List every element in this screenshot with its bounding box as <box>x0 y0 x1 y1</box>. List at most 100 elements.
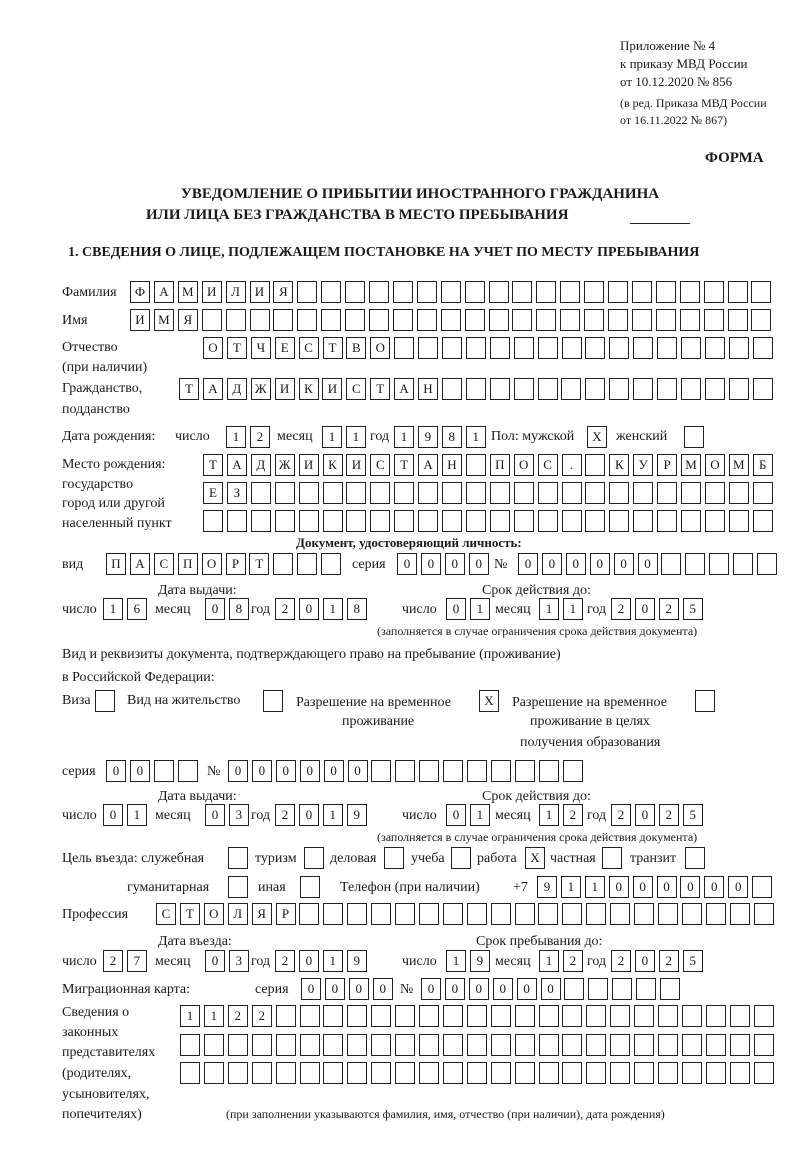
char-box[interactable] <box>250 482 271 504</box>
char-box[interactable] <box>727 309 748 331</box>
char-box[interactable] <box>466 903 487 925</box>
char-box[interactable] <box>274 510 295 532</box>
char-box[interactable] <box>560 309 581 331</box>
char-box[interactable]: З <box>226 482 247 504</box>
char-box[interactable] <box>514 1034 535 1056</box>
char-box[interactable]: 0 <box>228 760 248 782</box>
char-box[interactable] <box>753 903 774 925</box>
char-box[interactable]: 0 <box>397 553 417 575</box>
char-box[interactable] <box>608 281 628 303</box>
char-box[interactable]: М <box>177 281 198 303</box>
char-box[interactable] <box>419 760 440 782</box>
char-box[interactable]: 1 <box>322 426 342 448</box>
char-box[interactable]: X <box>587 426 607 448</box>
char-box[interactable] <box>752 510 773 532</box>
char-box[interactable]: Ф <box>130 281 150 303</box>
char-box[interactable] <box>466 1034 487 1056</box>
char-box[interactable] <box>634 903 654 925</box>
char-box[interactable] <box>369 281 389 303</box>
char-box[interactable] <box>657 510 678 532</box>
char-box[interactable]: Я <box>177 309 198 331</box>
char-box[interactable]: 0 <box>518 553 538 575</box>
char-box[interactable]: 2 <box>658 804 679 826</box>
char-box[interactable]: 0 <box>301 978 321 1000</box>
char-box[interactable]: 0 <box>613 553 634 575</box>
char-box[interactable]: 1 <box>539 804 559 826</box>
char-box[interactable] <box>685 847 705 869</box>
char-box[interactable] <box>752 337 773 359</box>
char-box[interactable] <box>560 281 581 303</box>
char-box[interactable]: 0 <box>298 950 319 972</box>
char-box[interactable]: 2 <box>275 804 295 826</box>
char-box[interactable]: С <box>346 378 367 400</box>
char-box[interactable] <box>442 1062 463 1084</box>
char-box[interactable]: 0 <box>468 978 489 1000</box>
char-box[interactable]: И <box>201 281 222 303</box>
char-box[interactable]: 1 <box>562 598 583 620</box>
char-box[interactable] <box>297 309 318 331</box>
char-box[interactable] <box>304 847 324 869</box>
char-box[interactable] <box>753 1034 774 1056</box>
char-box[interactable]: К <box>298 378 319 400</box>
char-box[interactable]: 0 <box>446 804 466 826</box>
char-box[interactable] <box>610 1005 631 1027</box>
char-box[interactable] <box>680 378 701 400</box>
char-box[interactable]: Ж <box>274 454 295 476</box>
char-box[interactable]: 0 <box>372 978 393 1000</box>
char-box[interactable]: О <box>203 903 224 925</box>
char-box[interactable] <box>273 553 294 575</box>
char-box[interactable]: 1 <box>322 598 343 620</box>
char-box[interactable] <box>538 1005 559 1027</box>
char-box[interactable] <box>371 903 392 925</box>
char-box[interactable] <box>371 1005 392 1027</box>
char-box[interactable]: А <box>202 378 223 400</box>
char-box[interactable]: С <box>156 903 176 925</box>
char-box[interactable]: 0 <box>704 876 725 898</box>
char-box[interactable] <box>633 337 654 359</box>
char-box[interactable]: Т <box>179 378 199 400</box>
char-box[interactable] <box>513 510 534 532</box>
char-box[interactable] <box>275 1034 296 1056</box>
char-box[interactable] <box>275 1062 296 1084</box>
char-box[interactable] <box>705 1062 726 1084</box>
char-box[interactable] <box>562 1005 583 1027</box>
char-box[interactable]: 0 <box>205 804 225 826</box>
char-box[interactable] <box>226 510 247 532</box>
char-box[interactable] <box>251 1034 272 1056</box>
char-box[interactable] <box>661 553 682 575</box>
char-box[interactable] <box>561 482 582 504</box>
char-box[interactable] <box>297 281 318 303</box>
char-box[interactable] <box>514 1005 535 1027</box>
char-box[interactable]: Р <box>275 903 296 925</box>
char-box[interactable]: 1 <box>226 426 246 448</box>
char-box[interactable]: У <box>633 454 654 476</box>
char-box[interactable]: Д <box>226 378 247 400</box>
char-box[interactable]: 9 <box>469 950 490 972</box>
char-box[interactable] <box>263 690 283 712</box>
char-box[interactable] <box>395 760 416 782</box>
char-box[interactable] <box>345 309 366 331</box>
char-box[interactable] <box>442 482 462 504</box>
char-box[interactable] <box>370 510 391 532</box>
char-box[interactable] <box>657 903 678 925</box>
char-box[interactable] <box>538 903 559 925</box>
char-box[interactable] <box>225 309 246 331</box>
char-box[interactable]: 2 <box>249 426 270 448</box>
char-box[interactable]: 1 <box>446 950 466 972</box>
char-box[interactable]: 0 <box>541 553 562 575</box>
char-box[interactable] <box>729 903 750 925</box>
char-box[interactable] <box>562 903 583 925</box>
char-box[interactable] <box>679 309 700 331</box>
char-box[interactable] <box>609 378 630 400</box>
char-box[interactable]: 9 <box>537 876 557 898</box>
char-box[interactable]: 2 <box>227 1005 248 1027</box>
char-box[interactable] <box>490 903 511 925</box>
char-box[interactable] <box>451 847 471 869</box>
char-box[interactable] <box>227 1062 248 1084</box>
char-box[interactable] <box>490 1034 511 1056</box>
char-box[interactable]: С <box>153 553 174 575</box>
char-box[interactable] <box>273 309 294 331</box>
char-box[interactable] <box>536 309 557 331</box>
char-box[interactable] <box>227 1034 248 1056</box>
char-box[interactable] <box>442 1034 463 1056</box>
